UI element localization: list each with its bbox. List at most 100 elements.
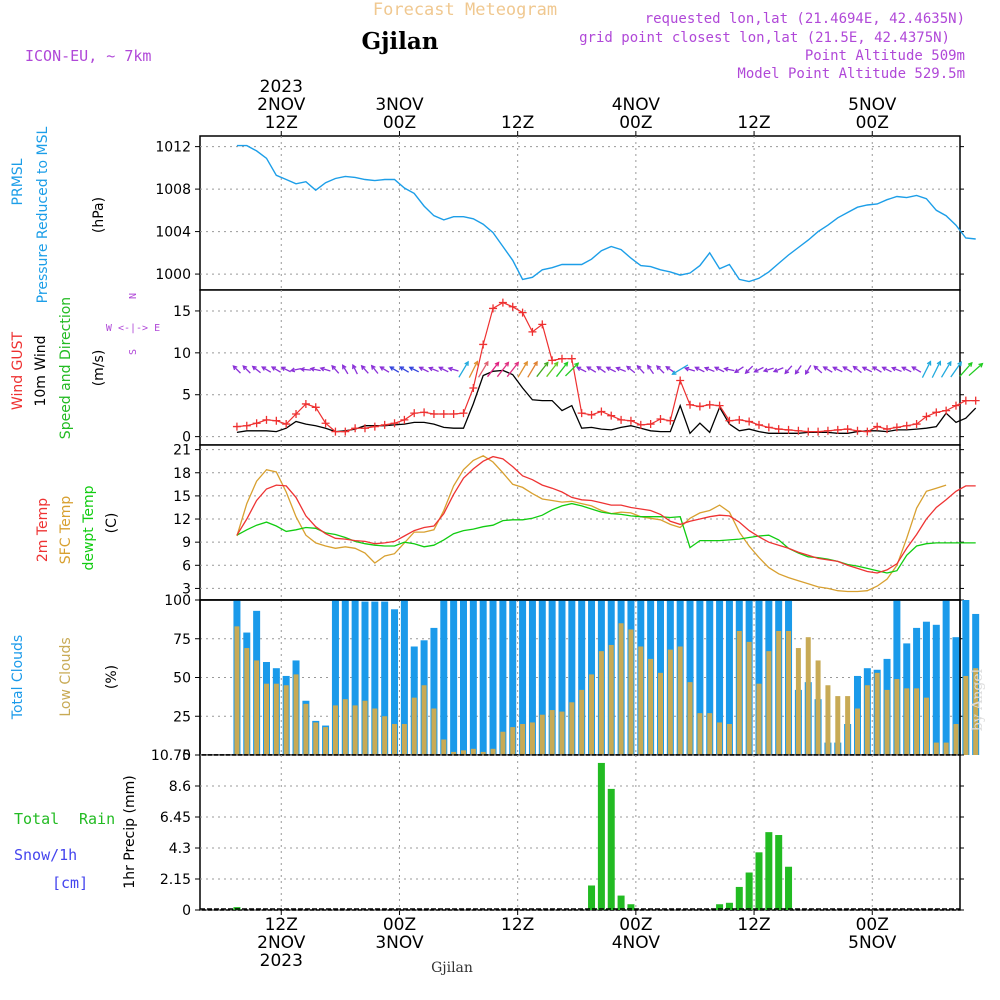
gust-marker	[469, 384, 478, 393]
top-hour-label: 00Z	[619, 113, 652, 133]
bottom-hour-label: 12Z	[501, 915, 534, 935]
wind-arrow-head	[813, 365, 819, 371]
gust-marker	[400, 415, 409, 424]
y-tick-label: 9	[182, 535, 191, 551]
low-cloud-bar	[490, 748, 496, 755]
wind-direction-arrow	[468, 361, 478, 378]
total-cloud-bar	[450, 600, 458, 755]
wind-arrow-head	[911, 366, 917, 371]
gust-marker	[646, 420, 655, 429]
low-cloud-bar	[382, 716, 388, 755]
wind-arrow-head	[871, 366, 877, 371]
total-cloud-bar	[331, 600, 339, 755]
total-cloud-bar	[519, 600, 527, 755]
gust-marker	[489, 304, 498, 313]
gust-marker	[814, 427, 823, 436]
wind-direction-arrow	[527, 361, 538, 378]
low-cloud-bar	[726, 724, 732, 755]
low-cloud-bar	[510, 727, 516, 755]
low-cloud-bar	[342, 699, 348, 755]
low-cloud-bar	[352, 705, 358, 755]
wind-label: 10m Wind	[33, 335, 49, 406]
clouds-panel: 0 25 50 75 100	[164, 593, 980, 764]
y-tick-label: 15	[173, 489, 191, 505]
wind-arrow-head	[251, 365, 257, 371]
wind-arrow-head	[232, 365, 238, 371]
wind-direction-arrow	[536, 362, 549, 378]
total-cloud-bar	[578, 600, 586, 755]
panel-frame	[199, 754, 961, 911]
bottom-hour-label: 12Z	[265, 915, 298, 935]
gust-marker	[804, 427, 813, 436]
low-cloud-bar	[244, 648, 250, 755]
model-altitude: Model Point Altitude 529.5m	[737, 66, 965, 82]
gust-marker	[754, 420, 763, 429]
wind-direction-arrow	[734, 366, 744, 373]
wind-direction-arrow	[555, 362, 569, 378]
top-year-label: 2023	[260, 77, 303, 97]
low-cloud-bar	[569, 702, 575, 755]
gust-marker	[784, 425, 793, 434]
gust-marker	[961, 396, 970, 405]
wind-arrow-head	[389, 366, 395, 371]
low-cloud-bar	[401, 724, 407, 755]
wind-arrow-head	[655, 365, 661, 371]
wind-arrow-head	[280, 366, 286, 372]
wind-arrow-head	[289, 367, 296, 373]
low-cloud-bar	[421, 685, 427, 755]
wind-arrow-head	[447, 366, 453, 372]
low-cloud-bar	[273, 683, 279, 755]
total-cloud-bar	[686, 600, 694, 755]
wind-direction-arrow	[950, 361, 962, 378]
wind-direction-arrow	[342, 364, 349, 375]
gust-marker	[380, 420, 389, 429]
requested-coords: requested lon,lat (21.4694E, 42.4635N)	[645, 11, 965, 27]
low-cloud-bar	[717, 722, 723, 755]
gust-marker	[538, 320, 547, 329]
wind-direction-arrow	[882, 366, 892, 373]
wind-arrow-head	[842, 366, 848, 371]
total-cloud-bar	[499, 600, 507, 755]
gust-marker	[764, 423, 773, 432]
gust-marker	[429, 410, 438, 418]
wind-direction-arrow	[823, 366, 833, 373]
y-tick-label: 0	[182, 748, 191, 764]
wind-direction-arrow	[477, 361, 489, 378]
wind-arrow-head	[861, 366, 867, 372]
gust-marker	[459, 409, 468, 418]
gust-marker	[301, 399, 310, 408]
wind-arrow-head	[270, 366, 277, 371]
low-cloud-bar	[914, 688, 920, 755]
gust-marker	[774, 425, 783, 434]
total-cloud-bar	[716, 600, 724, 755]
wind-direction-arrow	[331, 365, 340, 374]
wind-arrow-head	[309, 366, 315, 372]
total-cloud-bar	[381, 601, 389, 755]
y-tick-label: 10.75	[151, 748, 191, 764]
gust-marker	[725, 416, 734, 425]
wind-arrow-head	[242, 365, 248, 371]
wind-arrow-head	[636, 364, 642, 370]
wind-arrow-head	[379, 366, 385, 371]
total-cloud-bar	[371, 601, 379, 755]
wind-direction-arrow	[517, 361, 528, 378]
wind-direction-arrow	[672, 364, 689, 375]
gust-marker	[626, 416, 635, 425]
wind-arrow-head	[596, 365, 602, 371]
wind-arrow-head	[514, 361, 520, 367]
gust-marker	[410, 409, 419, 418]
gust-marker	[686, 400, 695, 409]
wind-arrow-head	[319, 366, 325, 372]
wind-direction-arrow	[724, 367, 735, 372]
wind-arrow-head	[533, 360, 538, 366]
pressure-unit: (hPa)	[91, 197, 107, 233]
wind-direction-arrow	[576, 366, 587, 373]
y-tick-label: 6	[182, 558, 191, 574]
bottom-hour-label: 00Z	[383, 915, 416, 935]
wind-direction-arrow	[506, 362, 519, 378]
wind-direction-arrow	[892, 367, 902, 373]
precip-bar	[607, 788, 615, 910]
wind-direction-arrow	[959, 362, 973, 377]
precip-unit: 1hr Precip (mm)	[122, 775, 138, 888]
low-cloud-bar	[805, 637, 811, 755]
